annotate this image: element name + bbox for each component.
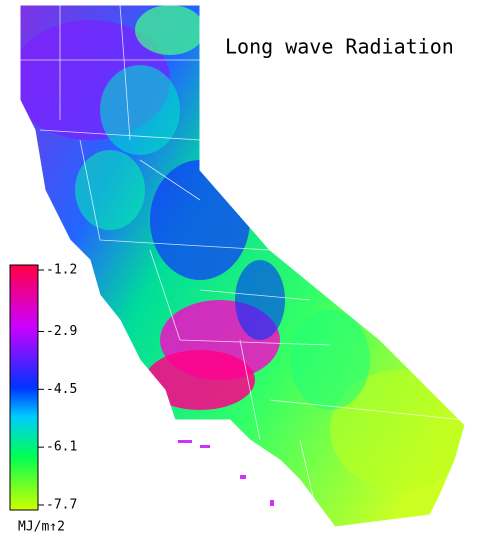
- state-outline: [19, 4, 466, 528]
- colorbar-tick-label: -7.7: [46, 498, 77, 513]
- islands: [178, 440, 274, 506]
- colorbar-tick-label: -6.1: [46, 440, 77, 455]
- colorbar-unit: MJ/m↑2: [18, 520, 65, 535]
- map-title: Long wave Radiation: [225, 35, 454, 59]
- colorbar-tick-label: -4.5: [46, 382, 77, 397]
- colorbar-tick-label: -2.9: [46, 324, 77, 339]
- colorbar: [9, 264, 39, 511]
- county-lines: [20, 4, 466, 528]
- colorbar-tick-label: -1.2: [46, 263, 77, 278]
